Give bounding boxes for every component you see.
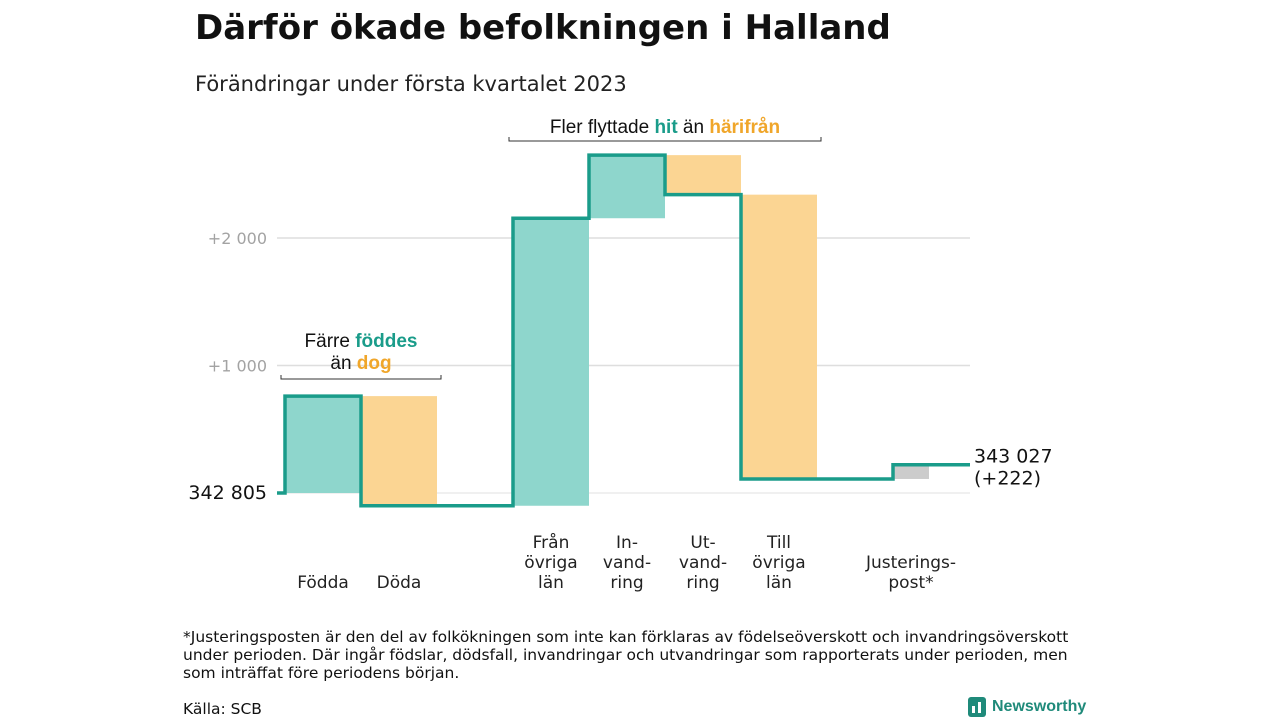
category-label-line: ring — [686, 573, 719, 593]
annotation-line: än dog — [330, 353, 391, 374]
chart-title: Därför ökade befolkningen i Halland — [195, 8, 891, 48]
bar-utvandring — [665, 155, 741, 195]
category-label: Justerings-post* — [865, 553, 956, 593]
bar-döda — [361, 396, 437, 506]
category-label-line: Döda — [377, 573, 422, 593]
annotation-segment: Färre — [305, 331, 356, 352]
annotation-segment: Fler flyttade — [550, 117, 655, 138]
category-label-line: ring — [610, 573, 643, 593]
annotation-highlight: dog — [357, 353, 392, 374]
category-label-line: övriga — [524, 553, 577, 573]
category-label: Födda — [297, 573, 349, 593]
category-label-line: län — [766, 573, 792, 593]
category-label-line: In- — [616, 533, 638, 553]
category-label-line: Födda — [297, 573, 349, 593]
end-value-label: 343 027 — [974, 446, 1053, 468]
annotation-highlight: hit — [654, 117, 678, 138]
bar-justeringspost- — [893, 464, 929, 479]
category-label-line: vand- — [679, 553, 727, 573]
bar-invandring — [589, 155, 665, 219]
y-tick-label: +2 000 — [208, 229, 267, 248]
bar-från-övriga-län — [513, 218, 589, 506]
category-label-line: post* — [888, 573, 933, 593]
category-label: Till övriga län — [752, 533, 805, 593]
annotation-line: Färre föddes — [305, 331, 418, 352]
source-note: Källa: SCB — [183, 700, 262, 718]
bar-födda — [285, 396, 361, 493]
annotation-highlight: härifrån — [709, 117, 780, 138]
category-label: Ut-vand-ring — [679, 533, 727, 593]
annotation-text: Fler flyttade hit än härifrån — [550, 117, 780, 138]
category-label: Från övriga län — [524, 532, 577, 593]
annotation-bracket — [280, 375, 442, 380]
annotation-segment: än — [330, 353, 356, 374]
category-label-line: län — [538, 573, 564, 593]
waterfall-chart: +2 000 +1 000 342 805 343 027(+222) Födda Död… — [188, 117, 1053, 593]
category-label: In-vand-ring — [603, 533, 651, 593]
category-label-line: övriga — [752, 553, 805, 573]
annotation-text: Färre föddes än dog — [305, 331, 418, 374]
annotation-segment: än — [678, 117, 710, 138]
end-change-label: (+222) — [974, 468, 1041, 490]
category-label-line: Justerings- — [865, 553, 956, 573]
bar-chart-icon — [968, 697, 986, 717]
bar-till-övriga-län — [741, 194, 817, 479]
start-value-label: 342 805 — [188, 482, 267, 504]
annotation-bracket — [508, 137, 822, 142]
brand-logo: Newsworthy — [968, 697, 1086, 717]
y-tick-label: +1 000 — [208, 357, 267, 376]
annotation-line: Fler flyttade hit än härifrån — [550, 117, 780, 138]
category-label-line: Ut- — [690, 533, 715, 553]
annotation-highlight: föddes — [355, 331, 417, 352]
category-label-line: vand- — [603, 553, 651, 573]
brand-name: Newsworthy — [992, 698, 1087, 715]
category-label-line: Till — [766, 533, 791, 553]
footnote: *Justeringsposten är den del av folkökni… — [183, 628, 1069, 682]
category-label: Döda — [377, 573, 422, 593]
chart-subtitle: Förändringar under första kvartalet 2023 — [195, 72, 627, 96]
running-total-line — [277, 153, 970, 508]
category-label-line: Från — [533, 532, 570, 553]
